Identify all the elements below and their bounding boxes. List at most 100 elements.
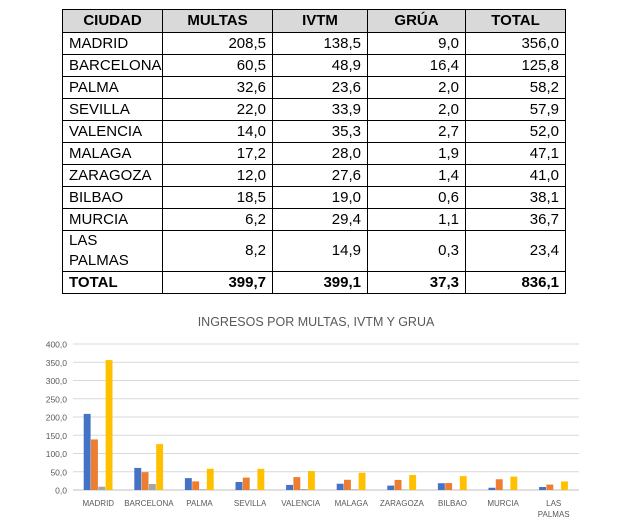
value-cell: 33,9 xyxy=(272,98,368,121)
value-cell: 48,9 xyxy=(272,54,368,77)
value-cell: 41,0 xyxy=(465,164,566,187)
city-cell: MADRID xyxy=(62,32,163,55)
value-cell: 2,0 xyxy=(367,76,466,99)
x-tick-label: SEVILLA xyxy=(234,499,267,508)
chart-title: INGRESOS POR MULTAS, IVTM Y GRUA xyxy=(198,315,435,329)
value-cell: 1,9 xyxy=(367,142,466,165)
bar xyxy=(242,477,250,490)
y-tick-label: 200,0 xyxy=(46,413,68,423)
header-total: TOTAL xyxy=(465,9,566,33)
bar xyxy=(141,472,149,490)
revenue-bar-chart: INGRESOS POR MULTAS, IVTM Y GRUA 0,0 50,0… xyxy=(46,315,579,519)
value-cell: 138,5 xyxy=(272,32,368,55)
x-tick-label: LAS xyxy=(546,499,561,508)
bar xyxy=(394,479,402,490)
city-cell: BARCELONA xyxy=(62,54,163,77)
bar xyxy=(300,489,308,490)
value-cell: 17,2 xyxy=(162,142,273,165)
x-tick-label: ZARAGOZA xyxy=(380,499,425,508)
y-tick-label: 150,0 xyxy=(46,431,68,441)
bar xyxy=(235,481,243,490)
value-cell: 28,0 xyxy=(272,142,368,165)
data-table: CIUDAD MULTAS IVTM GRÚA TOTAL MADRID 208,… xyxy=(62,9,566,294)
bar xyxy=(184,478,192,490)
bar xyxy=(401,489,409,490)
bar xyxy=(351,489,359,490)
city-cell: MALAGA xyxy=(62,142,163,165)
bar xyxy=(148,484,156,490)
value-cell: 38,1 xyxy=(465,186,566,209)
table-row: PALMA 32,6 23,6 2,0 58,2 xyxy=(62,76,566,99)
value-cell: 32,6 xyxy=(162,76,273,99)
value-cell: 399,1 xyxy=(272,271,368,294)
bar xyxy=(293,477,301,490)
city-cell: ZARAGOZA xyxy=(62,164,163,187)
value-cell: 12,0 xyxy=(162,164,273,187)
bar xyxy=(546,484,554,490)
value-cell: 35,3 xyxy=(272,120,368,143)
bar xyxy=(156,444,164,490)
x-tick-label: BILBAO xyxy=(438,499,467,508)
value-cell: 47,1 xyxy=(465,142,566,165)
value-cell: 58,2 xyxy=(465,76,566,99)
x-tick-label: MADRID xyxy=(83,499,115,508)
bar xyxy=(250,489,257,490)
x-tick-label: PALMA xyxy=(186,499,213,508)
value-cell: 22,0 xyxy=(162,98,273,121)
bar xyxy=(192,481,200,490)
header-multas: MULTAS xyxy=(162,9,273,33)
bar xyxy=(488,487,496,490)
value-cell: 14,9 xyxy=(272,230,368,272)
value-cell: 9,0 xyxy=(367,32,466,55)
table-row: SEVILLA 22,0 33,9 2,0 57,9 xyxy=(62,98,566,121)
value-cell: 37,3 xyxy=(367,271,466,294)
value-cell: 23,4 xyxy=(465,230,566,272)
value-cell: 8,2 xyxy=(162,230,273,272)
value-cell: 14,0 xyxy=(162,120,273,143)
bar xyxy=(134,467,142,490)
city-cell: MURCIA xyxy=(62,208,163,231)
value-cell: 0,3 xyxy=(367,230,466,272)
city-cell: SEVILLA xyxy=(62,98,163,121)
value-cell: 2,7 xyxy=(367,120,466,143)
value-cell: 60,5 xyxy=(162,54,273,77)
y-tick-label: 400,0 xyxy=(46,340,68,350)
value-cell: 1,1 xyxy=(367,208,466,231)
bar xyxy=(539,487,546,490)
header-ivtm: IVTM xyxy=(272,9,368,33)
bar xyxy=(387,485,395,490)
table-row: LAS PALMAS 8,2 14,9 0,3 23,4 xyxy=(62,230,566,272)
value-cell: 6,2 xyxy=(162,208,273,231)
bar xyxy=(336,483,344,490)
city-cell: PALMA xyxy=(62,76,163,99)
city-cell: LAS PALMAS xyxy=(62,230,163,272)
city-cell: BILBAO xyxy=(62,186,163,209)
value-cell: 2,0 xyxy=(367,98,466,121)
bar xyxy=(445,483,453,490)
y-tick-label: 50,0 xyxy=(50,467,67,477)
x-tick-label: PALMAS xyxy=(538,510,570,519)
value-cell: 16,4 xyxy=(367,54,466,77)
y-tick-label: 0,0 xyxy=(55,486,67,496)
table-row: MADRID 208,5 138,5 9,0 356,0 xyxy=(62,32,566,55)
y-tick-label: 300,0 xyxy=(46,376,68,386)
table-row: MURCIA 6,2 29,4 1,1 36,7 xyxy=(62,208,566,231)
bar xyxy=(98,486,106,490)
value-cell: 18,5 xyxy=(162,186,273,209)
table-row: MALAGA 17,2 28,0 1,9 47,1 xyxy=(62,142,566,165)
table-row: BILBAO 18,5 19,0 0,6 38,1 xyxy=(62,186,566,209)
value-cell: 356,0 xyxy=(465,32,566,55)
city-cell: VALENCIA xyxy=(62,120,163,143)
x-tick-label: BARCELONA xyxy=(124,499,174,508)
bar xyxy=(199,489,207,490)
value-cell: 29,4 xyxy=(272,208,368,231)
bar xyxy=(286,484,293,490)
y-tick-label: 250,0 xyxy=(46,394,68,404)
value-cell: 52,0 xyxy=(465,120,566,143)
value-cell: 836,1 xyxy=(465,271,566,294)
value-cell: 23,6 xyxy=(272,76,368,99)
bar xyxy=(308,471,315,490)
value-cell: 1,4 xyxy=(367,164,466,187)
bar xyxy=(206,468,214,490)
bar xyxy=(91,439,98,490)
